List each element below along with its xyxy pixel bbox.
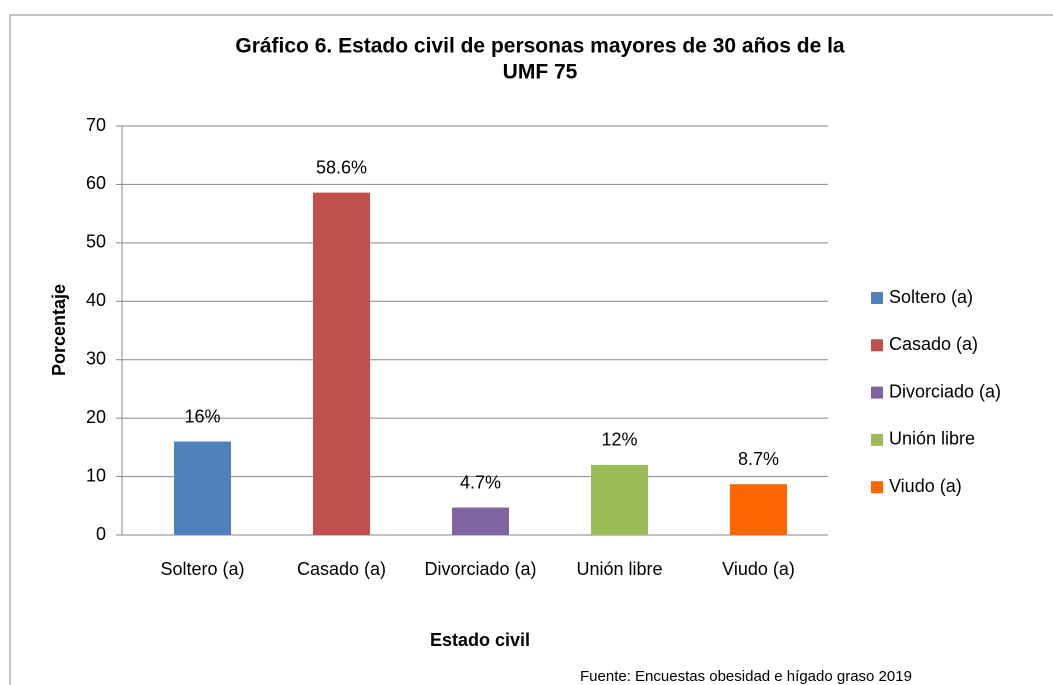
y-tick-label: 40	[86, 290, 106, 310]
legend-label: Soltero (a)	[889, 287, 973, 307]
x-tick-label: Unión libre	[576, 559, 662, 579]
bar	[174, 441, 231, 535]
data-label: 58.6%	[316, 157, 367, 177]
legend-label: Casado (a)	[889, 334, 978, 354]
legend-label: Divorciado (a)	[889, 381, 1001, 401]
legend-swatch	[871, 433, 883, 446]
data-label: 12%	[601, 430, 637, 450]
y-tick-label: 50	[86, 232, 106, 252]
y-tick-label: 60	[86, 173, 106, 193]
legend-label: Unión libre	[889, 429, 975, 449]
bar	[452, 507, 509, 535]
x-tick-label: Viudo (a)	[722, 559, 795, 579]
y-axis-label: Porcentaje	[49, 284, 69, 376]
legend-swatch	[871, 481, 883, 494]
y-tick-label: 0	[96, 524, 106, 544]
x-tick-label: Casado (a)	[297, 559, 386, 579]
data-label: 16%	[184, 406, 220, 426]
legend-swatch	[871, 339, 883, 352]
y-tick-label: 20	[86, 407, 106, 427]
legend-swatch	[871, 292, 883, 304]
legend-swatch	[871, 386, 883, 399]
bar	[591, 464, 648, 535]
legend-label: Viudo (a)	[889, 476, 962, 496]
y-tick-label: 30	[86, 348, 106, 368]
data-label: 8.7%	[738, 449, 779, 469]
y-tick-label: 10	[86, 465, 106, 485]
bar	[730, 484, 787, 535]
chart-title: Gráfico 6. Estado civil de personas mayo…	[235, 35, 845, 58]
x-axis-label: Estado civil	[430, 630, 530, 650]
source-note: Fuente: Encuestas obesidad e hígado gras…	[580, 668, 912, 685]
data-label: 4.7%	[460, 472, 501, 492]
bar	[313, 192, 370, 535]
y-tick-label: 70	[86, 115, 106, 135]
chart-title: UMF 75	[503, 61, 578, 84]
x-tick-label: Soltero (a)	[160, 559, 244, 579]
x-tick-label: Divorciado (a)	[424, 559, 536, 579]
